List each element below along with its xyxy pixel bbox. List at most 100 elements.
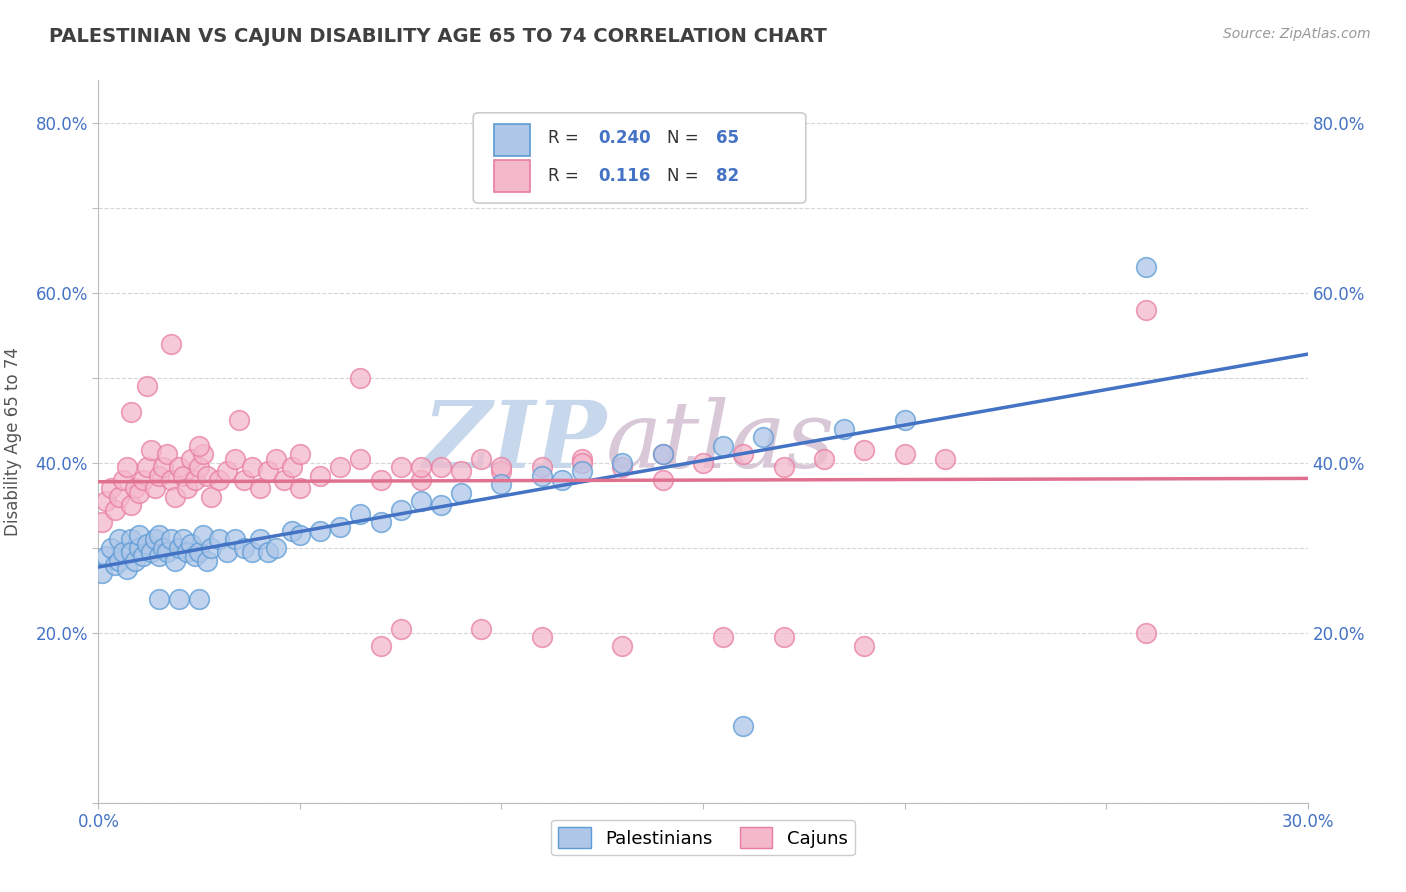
Point — [160, 473, 183, 487]
Point — [167, 460, 190, 475]
Point — [128, 541, 150, 555]
Point — [91, 516, 114, 530]
Point — [571, 451, 593, 466]
Point — [111, 545, 134, 559]
Text: PALESTINIAN VS CAJUN DISABILITY AGE 65 TO 74 CORRELATION CHART: PALESTINIAN VS CAJUN DISABILITY AGE 65 T… — [49, 27, 827, 45]
Point — [135, 379, 157, 393]
Point — [120, 405, 142, 419]
Point — [200, 541, 222, 555]
Point — [167, 541, 190, 555]
Text: ZIP: ZIP — [422, 397, 606, 486]
Point — [184, 473, 207, 487]
Point — [176, 545, 198, 559]
Text: 0.240: 0.240 — [598, 129, 651, 147]
Point — [208, 533, 231, 547]
Point — [195, 468, 218, 483]
Point — [120, 498, 142, 512]
FancyBboxPatch shape — [474, 112, 806, 203]
Point — [224, 451, 246, 466]
Point — [188, 591, 211, 606]
Point — [370, 516, 392, 530]
Point — [148, 528, 170, 542]
Point — [470, 622, 492, 636]
Point — [188, 545, 211, 559]
Point — [208, 473, 231, 487]
Point — [249, 533, 271, 547]
Point — [651, 473, 673, 487]
Point — [470, 451, 492, 466]
Text: N =: N = — [666, 168, 703, 186]
Point — [651, 447, 673, 461]
Point — [132, 549, 155, 564]
Bar — [494, 124, 530, 156]
Point — [217, 545, 239, 559]
Point — [163, 490, 186, 504]
Point — [309, 468, 332, 483]
Point — [491, 460, 513, 475]
Point — [256, 545, 278, 559]
Point — [167, 591, 190, 606]
Point — [256, 464, 278, 478]
Point — [115, 562, 138, 576]
Point — [200, 490, 222, 504]
Point — [115, 460, 138, 475]
Point — [309, 524, 332, 538]
Point — [934, 451, 956, 466]
Point — [491, 477, 513, 491]
Point — [571, 464, 593, 478]
Point — [409, 460, 432, 475]
Point — [156, 545, 179, 559]
Point — [240, 545, 263, 559]
Point — [143, 533, 166, 547]
Point — [232, 473, 254, 487]
Legend: Palestinians, Cajuns: Palestinians, Cajuns — [551, 820, 855, 855]
Point — [103, 558, 125, 572]
Point — [571, 456, 593, 470]
Text: atlas: atlas — [606, 397, 835, 486]
Point — [128, 528, 150, 542]
Point — [160, 336, 183, 351]
Point — [96, 494, 118, 508]
Point — [264, 541, 287, 555]
Point — [96, 549, 118, 564]
Point — [1135, 302, 1157, 317]
Point — [772, 460, 794, 475]
Point — [450, 485, 472, 500]
Point — [281, 460, 304, 475]
Point — [813, 451, 835, 466]
Point — [100, 481, 122, 495]
Point — [389, 622, 412, 636]
Point — [232, 541, 254, 555]
Point — [135, 536, 157, 550]
Point — [139, 443, 162, 458]
Point — [240, 460, 263, 475]
Point — [349, 507, 371, 521]
Point — [288, 528, 311, 542]
Point — [612, 456, 634, 470]
Point — [160, 533, 183, 547]
Point — [176, 481, 198, 495]
Point — [273, 473, 295, 487]
Point — [193, 528, 215, 542]
Y-axis label: Disability Age 65 to 74: Disability Age 65 to 74 — [4, 347, 21, 536]
Point — [195, 553, 218, 567]
Point — [1135, 260, 1157, 275]
Point — [217, 464, 239, 478]
Point — [249, 481, 271, 495]
Text: 65: 65 — [716, 129, 740, 147]
Point — [893, 447, 915, 461]
Point — [530, 630, 553, 644]
Point — [111, 473, 134, 487]
Point — [772, 630, 794, 644]
Point — [370, 473, 392, 487]
Point — [288, 481, 311, 495]
Point — [228, 413, 250, 427]
Point — [148, 591, 170, 606]
Point — [612, 460, 634, 475]
Point — [430, 498, 453, 512]
Point — [491, 464, 513, 478]
Point — [430, 460, 453, 475]
Point — [893, 413, 915, 427]
Point — [752, 430, 775, 444]
Point — [172, 468, 194, 483]
